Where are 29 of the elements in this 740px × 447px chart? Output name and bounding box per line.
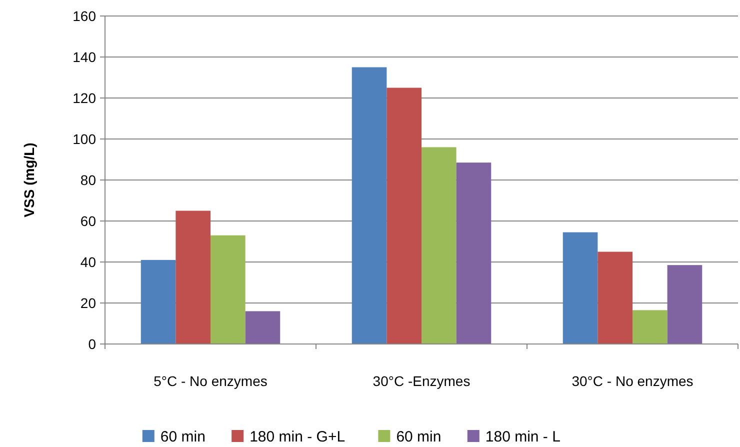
bar — [140, 260, 176, 344]
bar — [386, 88, 422, 344]
bar — [210, 235, 246, 344]
x-tick-label: 30°C - No enzymes — [572, 373, 694, 389]
y-axis-title: VSS (mg/L) — [21, 142, 37, 218]
bar — [632, 310, 668, 344]
x-tick-label: 30°C -Enzymes — [372, 373, 470, 389]
y-tick-label: 80 — [80, 172, 96, 188]
bar — [352, 67, 387, 344]
bar — [456, 162, 492, 344]
y-tick-label: 0 — [88, 336, 96, 352]
bar — [562, 232, 598, 344]
bar — [598, 252, 632, 344]
bar — [245, 311, 280, 344]
bar — [667, 265, 702, 344]
bar — [422, 147, 456, 344]
bar — [176, 210, 210, 344]
legend-label: 60 min — [160, 428, 206, 446]
legend-label: 60 min — [396, 428, 442, 446]
y-tick-label: 60 — [80, 212, 96, 229]
x-tick-label: 5°C - No enzymes — [154, 373, 268, 389]
y-tick-label: 120 — [72, 90, 96, 106]
y-tick-label: 160 — [72, 8, 96, 24]
legend-label: 180 min - G+L — [250, 428, 346, 446]
y-tick-label: 100 — [72, 130, 96, 147]
y-tick-label: 20 — [80, 294, 96, 311]
y-tick-label: 140 — [72, 48, 96, 65]
legend-label: 180 min - L — [485, 428, 560, 446]
y-tick-label: 40 — [80, 254, 96, 270]
